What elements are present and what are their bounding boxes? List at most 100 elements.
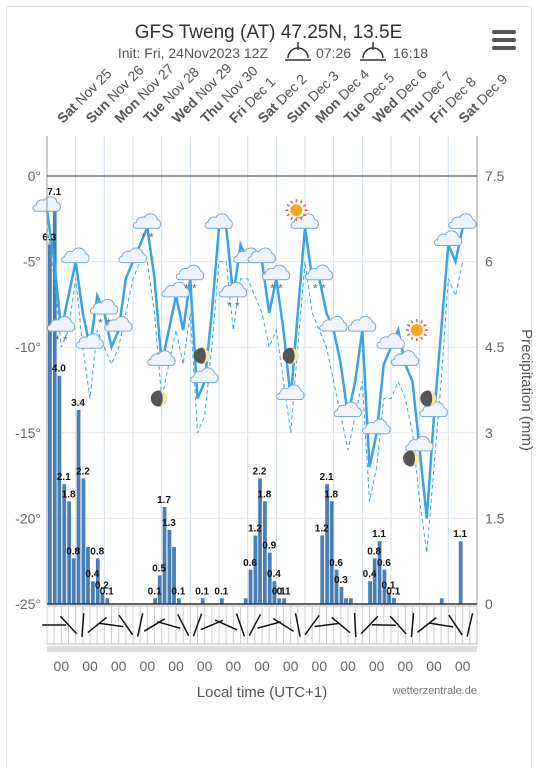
precip-bar bbox=[320, 536, 324, 604]
cloud-shape bbox=[62, 248, 89, 263]
x-tick-label: 00 bbox=[455, 658, 471, 674]
precip-label: 0.8 bbox=[66, 546, 80, 557]
wind-arrows bbox=[42, 606, 477, 652]
init-info: Init: Fri, 24Nov2023 12Z 07:26 16:18 bbox=[118, 42, 428, 61]
sunrise-icon bbox=[285, 42, 311, 60]
snow-icon: * * bbox=[227, 299, 240, 313]
sun-ray bbox=[287, 205, 290, 207]
precip-label: 0.4 bbox=[85, 569, 99, 580]
sun-ray bbox=[303, 205, 306, 207]
x-tick-label: 00 bbox=[82, 658, 98, 674]
x-tick-label: 00 bbox=[312, 658, 328, 674]
precip-bar bbox=[277, 598, 281, 604]
precip-bar bbox=[263, 501, 267, 604]
precip-label: 2.2 bbox=[76, 466, 90, 477]
init-text: Init: Fri, 24Nov2023 12Z bbox=[118, 45, 269, 61]
cloud-icon bbox=[449, 214, 476, 229]
x-tick-label: 00 bbox=[254, 658, 270, 674]
moon-icon bbox=[283, 348, 299, 364]
precip-label: 0.5 bbox=[152, 563, 166, 574]
cloud-shape bbox=[119, 248, 146, 263]
precip-bar bbox=[330, 501, 334, 604]
precip-bar bbox=[344, 598, 348, 604]
snow-icon: * * bbox=[55, 333, 68, 347]
precip-bar bbox=[325, 484, 329, 604]
precip-label: 0.1 bbox=[386, 586, 400, 597]
precip-label: 0.1 bbox=[148, 586, 162, 597]
sun-ray bbox=[411, 321, 413, 324]
precip-label: 1.8 bbox=[62, 489, 76, 500]
sun-ray bbox=[421, 321, 423, 324]
precip-label: 0.1 bbox=[277, 586, 291, 597]
x-tick-label: 00 bbox=[340, 658, 356, 674]
precip-bar bbox=[392, 598, 396, 604]
precip-bar bbox=[282, 598, 286, 604]
precip-label: 0.8 bbox=[90, 546, 104, 557]
moon-icon bbox=[403, 450, 419, 466]
cloud-shape bbox=[320, 316, 347, 331]
x-tick-label: 00 bbox=[426, 658, 442, 674]
precip-label: 1.2 bbox=[248, 524, 262, 535]
precip-bar bbox=[201, 598, 205, 604]
precip-bar bbox=[340, 587, 344, 604]
precip-label: 0.1 bbox=[214, 586, 228, 597]
precip-bar bbox=[368, 581, 372, 604]
sun-ray bbox=[424, 325, 427, 327]
precip-label: 2.1 bbox=[320, 472, 334, 483]
y-right-tick: 4.5 bbox=[485, 339, 505, 355]
cloud-icon bbox=[219, 282, 246, 297]
snow-icon: * * bbox=[184, 282, 197, 296]
cloud-shape bbox=[90, 299, 117, 314]
sun-ray bbox=[407, 334, 410, 336]
sun-ray bbox=[291, 201, 293, 204]
precip-label: 0.1 bbox=[100, 586, 114, 597]
precip-label: 1.8 bbox=[257, 489, 271, 500]
x-tick-label: 00 bbox=[226, 658, 242, 674]
precip-label: 4.0 bbox=[52, 364, 66, 375]
precip-label: 1.7 bbox=[157, 495, 171, 506]
moon-icon bbox=[420, 391, 436, 407]
y-right-tick: 0 bbox=[485, 596, 493, 612]
cloud-icon bbox=[262, 265, 289, 280]
cloud-shape bbox=[262, 265, 289, 280]
sun-ray bbox=[291, 217, 293, 220]
cloud-shape bbox=[277, 385, 304, 400]
precip-label: 0.1 bbox=[195, 586, 209, 597]
precip-label: 3.4 bbox=[71, 398, 85, 409]
cloud-shape bbox=[219, 282, 246, 297]
precip-bar bbox=[153, 598, 157, 604]
sun-icon bbox=[406, 319, 428, 341]
precip-label: 1.1 bbox=[372, 529, 386, 540]
cloud-icon bbox=[119, 248, 146, 263]
precip-label: 1.3 bbox=[162, 518, 176, 529]
cloud-icon bbox=[205, 214, 232, 229]
cloud-icon bbox=[334, 402, 361, 417]
precip-label: 0.1 bbox=[171, 586, 185, 597]
x-tick-label: 00 bbox=[398, 658, 414, 674]
y-left-tick: -25° bbox=[15, 596, 41, 612]
precip-label: 1.1 bbox=[453, 529, 467, 540]
precip-label: 0.3 bbox=[334, 575, 348, 586]
precip-label: 0.6 bbox=[329, 558, 343, 569]
weather-icons: * ** ** ** ** ** ** * bbox=[33, 197, 476, 467]
precip-label: 0.6 bbox=[377, 558, 391, 569]
precip-label: 7.1 bbox=[47, 187, 61, 198]
precip-label: 0.6 bbox=[243, 558, 257, 569]
precip-bar bbox=[48, 244, 52, 604]
precip-bar bbox=[72, 558, 76, 604]
precip-bar bbox=[177, 598, 181, 604]
sun-ray bbox=[300, 201, 302, 204]
wind-scrollbar[interactable] bbox=[47, 646, 477, 652]
precip-bar bbox=[459, 541, 463, 604]
precip-label: 6.3 bbox=[42, 232, 56, 243]
sun-ray bbox=[424, 334, 427, 336]
sunrise-time: 07:26 bbox=[316, 45, 351, 61]
y-left-tick: -5° bbox=[23, 254, 41, 270]
sunset-time: 16:18 bbox=[393, 45, 428, 61]
cloud-icon bbox=[176, 265, 203, 280]
snow-icon: * * bbox=[141, 230, 154, 244]
precip-label: 2.1 bbox=[57, 472, 71, 483]
